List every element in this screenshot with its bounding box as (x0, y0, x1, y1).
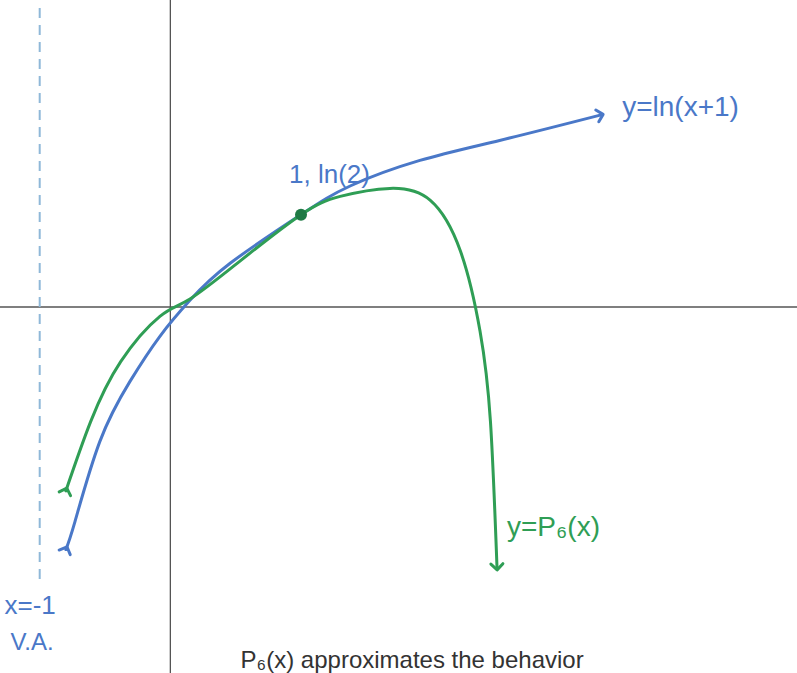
svg-text:P₆(x) approximates the behavio: P₆(x) approximates the behavior (241, 646, 584, 673)
svg-text:1, ln(2): 1, ln(2) (289, 159, 370, 189)
svg-text:V.A.: V.A. (11, 628, 54, 655)
svg-text:y=ln(x+1): y=ln(x+1) (622, 91, 739, 122)
svg-text:y=P₆(x): y=P₆(x) (507, 511, 600, 542)
svg-text:x=-1: x=-1 (5, 590, 56, 620)
